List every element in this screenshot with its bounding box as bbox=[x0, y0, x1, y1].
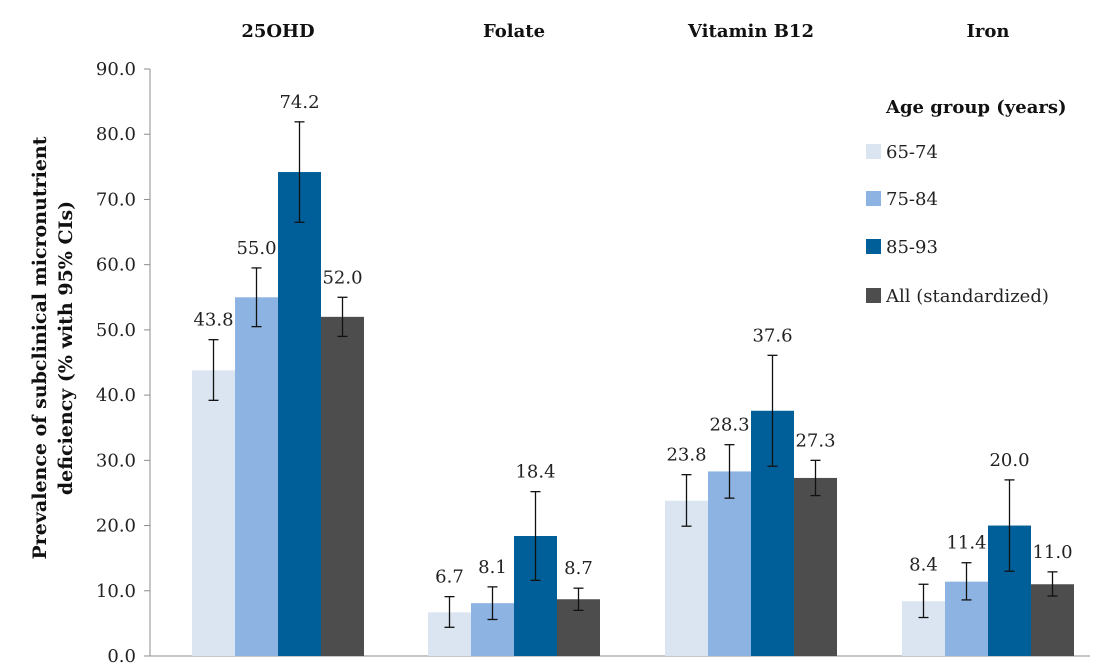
y-tick-label: 40.0 bbox=[96, 385, 136, 406]
category-label: Folate bbox=[483, 21, 545, 42]
category-label: Vitamin B12 bbox=[687, 21, 814, 42]
y-tick-label: 50.0 bbox=[96, 320, 136, 341]
y-tick-label: 80.0 bbox=[96, 124, 136, 145]
data-label: 8.1 bbox=[478, 557, 507, 578]
y-tick-label: 0.0 bbox=[107, 646, 136, 663]
legend-swatch bbox=[866, 191, 881, 206]
data-label: 11.0 bbox=[1032, 542, 1072, 563]
data-label: 6.7 bbox=[435, 567, 464, 588]
y-tick-label: 90.0 bbox=[96, 59, 136, 80]
bar bbox=[192, 370, 235, 656]
y-tick-label: 70.0 bbox=[96, 189, 136, 210]
data-label: 20.0 bbox=[989, 450, 1029, 471]
bar bbox=[321, 316, 364, 656]
legend-label: All (standardized) bbox=[885, 286, 1049, 307]
legend-swatch bbox=[866, 239, 881, 254]
legend-swatch bbox=[866, 288, 881, 303]
data-label: 55.0 bbox=[236, 238, 276, 259]
y-tick-label: 60.0 bbox=[96, 255, 136, 276]
category-label: Iron bbox=[967, 21, 1010, 42]
category-label: 25OHD bbox=[241, 21, 314, 42]
y-axis-title: Prevalence of subclinical micronutrient … bbox=[29, 136, 77, 559]
y-axis-title-line2: deficiency (% with 95% CIs) bbox=[55, 201, 77, 495]
data-label: 74.2 bbox=[279, 92, 319, 113]
bar bbox=[235, 297, 278, 656]
data-label: 8.4 bbox=[909, 554, 938, 575]
bar bbox=[708, 471, 751, 656]
category-labels: 25OHD Folate Vitamin B12 Iron bbox=[241, 21, 1009, 42]
y-tick-label: 20.0 bbox=[96, 516, 136, 537]
data-label: 23.8 bbox=[666, 445, 706, 466]
data-label: 28.3 bbox=[709, 415, 749, 436]
bar bbox=[794, 477, 837, 656]
y-tick-label: 10.0 bbox=[96, 581, 136, 602]
y-tick-label: 30.0 bbox=[96, 450, 136, 471]
legend: Age group (years) 65-74 75-84 85-93 All (st… bbox=[866, 97, 1067, 307]
data-label: 8.7 bbox=[564, 558, 593, 579]
legend-label: 65-74 bbox=[886, 142, 938, 163]
legend-label: 75-84 bbox=[886, 189, 938, 210]
plot-area: 43.8 55.0 74.2 52.0 6.7 8.1 18.4 8.7 23.828.3 37.… bbox=[192, 92, 1074, 656]
bar bbox=[278, 172, 321, 656]
data-label: 27.3 bbox=[795, 430, 835, 451]
legend-title: Age group (years) bbox=[885, 97, 1067, 118]
data-label: 43.8 bbox=[193, 310, 233, 331]
data-label: 18.4 bbox=[515, 462, 555, 483]
y-axis-title-line1: Prevalence of subclinical micronutrient bbox=[29, 136, 51, 559]
data-label: 52.0 bbox=[322, 267, 362, 288]
data-label: 37.6 bbox=[752, 325, 792, 346]
data-label: 11.4 bbox=[946, 533, 986, 554]
legend-swatch bbox=[866, 144, 881, 159]
legend-label: 85-93 bbox=[886, 237, 938, 258]
